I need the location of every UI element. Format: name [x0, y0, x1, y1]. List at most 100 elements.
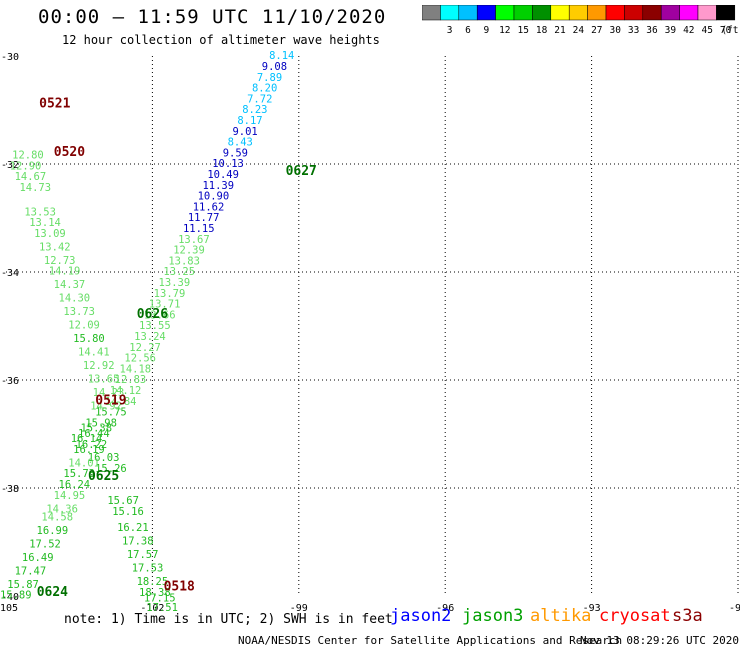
legend-label: 27 [591, 25, 602, 36]
satellite-jason2: jason2 [390, 606, 452, 626]
legend-label: 3 [447, 25, 453, 36]
wave-height-label: 12.90 [10, 160, 42, 172]
wave-height-label: 18.38 [139, 587, 171, 599]
x-tick-label: -102 [140, 603, 164, 614]
pass-time-label: 0521 [39, 96, 70, 111]
chart-title: 00:00 – 11:59 UTC 11/10/2020 [38, 6, 387, 28]
wave-height-label: 12.39 [173, 245, 205, 257]
wave-height-label: 13.55 [139, 320, 171, 332]
wave-height-label: 13.83 [168, 255, 200, 267]
wave-height-label: 14.58 [41, 511, 73, 523]
wave-height-label: 16.44 [78, 428, 110, 440]
satellite-altika: altika [530, 606, 592, 626]
legend-swatch [440, 5, 460, 21]
wave-height-label: 13.66 [144, 309, 176, 321]
wave-height-label: 15.75 [95, 407, 127, 419]
wave-height-label: 14.92 [90, 401, 122, 413]
legend-label: 15 [517, 25, 528, 36]
wave-height-label: 14.95 [54, 490, 86, 502]
wave-height-label: 14.84 [105, 396, 137, 408]
y-tick-label: -32 [1, 160, 19, 171]
x-tick-label: -90 [729, 603, 740, 614]
wave-height-label: 8.20 [252, 83, 277, 95]
wave-height-label: 16.21 [117, 522, 149, 534]
legend-label: 45 [701, 25, 712, 36]
wave-height-label: 14.23 [93, 387, 125, 399]
wave-height-label: 13.73 [63, 306, 95, 318]
wave-height-label: 12.80 [12, 150, 44, 162]
wave-height-label: 9.59 [223, 147, 248, 159]
y-tick-label: -34 [1, 268, 19, 279]
wave-height-label: 15.26 [95, 463, 127, 475]
wave-height-label: 8.23 [242, 104, 267, 116]
x-tick-label: -105 [0, 603, 18, 614]
x-tick-label: -93 [583, 603, 601, 614]
wave-height-label: 13.42 [39, 241, 71, 253]
satellite-s3a: s3a [672, 606, 703, 626]
wave-height-label: 13.67 [178, 234, 210, 246]
wave-height-label: 17.53 [132, 563, 164, 575]
wave-height-label: 11.77 [188, 212, 220, 224]
wave-height-label: 12.56 [124, 353, 156, 365]
wave-height-label: 16.99 [37, 525, 69, 537]
wave-height-label: 8.43 [228, 137, 253, 149]
legend-label: 42 [683, 25, 694, 36]
pass-time-label: 0626 [137, 307, 168, 322]
y-tick-label: -36 [1, 376, 19, 387]
wave-height-label: 11.15 [183, 223, 215, 235]
wave-height-label: 13.71 [149, 299, 181, 311]
satellite-cryosat: cryosat [599, 606, 671, 626]
wave-height-label: 16.24 [59, 479, 91, 491]
wave-height-label: 8.17 [237, 115, 262, 127]
legend-label: 6 [465, 25, 471, 36]
wave-height-label: 13.14 [29, 217, 61, 229]
footer-note: note: 1) Time is in UTC; 2) SWH is in fe… [64, 612, 393, 627]
wave-height-label: 17.47 [15, 565, 47, 577]
legend-swatch [422, 5, 441, 21]
wave-height-label: 7.89 [257, 72, 282, 84]
wave-height-label: 16.19 [73, 444, 105, 456]
wave-height-label: 9.08 [262, 61, 287, 73]
wave-height-label: 17.57 [127, 549, 159, 561]
legend-label: 39 [665, 25, 677, 36]
wave-height-label: 10.13 [212, 158, 244, 170]
x-tick-label: -96 [436, 603, 454, 614]
legend-label: 12 [499, 25, 510, 36]
legend-swatch [679, 5, 699, 21]
wave-height-label: 12.73 [44, 255, 76, 267]
wave-height-label: 15.38 [80, 422, 112, 434]
wave-height-label: 17.15 [144, 592, 176, 604]
wave-height-label: 13.39 [159, 277, 191, 289]
wave-height-label: 17.52 [29, 538, 61, 550]
wave-height-label: 16.22 [76, 439, 108, 451]
wave-height-label: 14.12 [110, 385, 142, 397]
legend-swatch [568, 5, 588, 21]
wave-height-label: 16.03 [88, 452, 120, 464]
wave-height-label: 12.92 [83, 360, 115, 372]
wave-height-label: 11.62 [193, 201, 225, 213]
wave-height-label: 11.39 [202, 180, 234, 192]
credit-line: NOAA/NESDIS Center for Satellite Applica… [238, 634, 623, 647]
wave-height-label: 14.67 [15, 171, 47, 183]
wave-height-label: 7.72 [247, 93, 272, 105]
y-tick-label: -30 [1, 52, 19, 63]
wave-height-label: 14.36 [46, 503, 78, 515]
legend-swatch [532, 5, 552, 21]
legend-label: 9 [484, 25, 490, 36]
legend-label: 33 [628, 25, 639, 36]
satellite-jason3: jason3 [462, 606, 524, 626]
wave-height-label: 18.25 [137, 576, 169, 588]
legend-swatch [642, 5, 662, 21]
wave-height-label: 9.01 [232, 126, 257, 138]
legend-swatch [605, 5, 625, 21]
wave-height-label: 15.67 [107, 495, 139, 507]
legend-label: 18 [536, 25, 548, 36]
wave-height-label: 14.01 [68, 457, 100, 469]
legend-swatch [513, 5, 533, 21]
wave-height-label: 17.51 [146, 602, 178, 614]
wave-height-label: 16.14 [71, 433, 103, 445]
legend-swatch [495, 5, 515, 21]
wave-height-label: 8.14 [269, 50, 294, 62]
wave-height-label: 15.16 [112, 506, 144, 518]
